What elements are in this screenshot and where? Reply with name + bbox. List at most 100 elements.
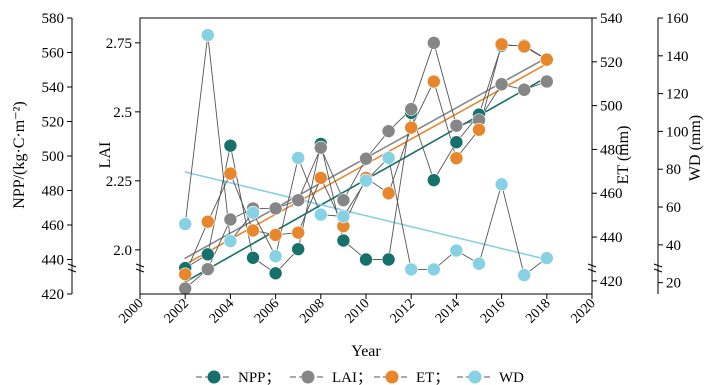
- et-tick-label: 440: [600, 230, 623, 246]
- wd-tick-label: 60: [666, 200, 681, 216]
- et-tick-label: 500: [600, 99, 623, 115]
- et-point: [178, 267, 192, 282]
- et-point: [494, 37, 509, 52]
- wd-axis-break: [653, 268, 663, 273]
- lai-point: [539, 74, 554, 89]
- lai-point: [449, 118, 464, 133]
- wd-tick-label: 140: [666, 49, 689, 65]
- legend-wd-marker: [468, 370, 482, 384]
- lai-tick-label: 2.5: [113, 105, 132, 121]
- npp-point: [426, 173, 441, 187]
- wd-point: [246, 205, 260, 220]
- legend-et-marker: [385, 370, 399, 384]
- wd-point: [178, 217, 192, 231]
- lai-axis-break: [135, 263, 145, 268]
- wd-point: [268, 249, 283, 263]
- et-tick-label: 420: [600, 274, 623, 290]
- wd-point: [449, 243, 464, 258]
- lai-point: [426, 36, 441, 50]
- x-axis-title: Year: [351, 343, 381, 360]
- npp-axis-title: NPP/(kg·C·m⁻²): [11, 101, 28, 208]
- et-tick-label: 540: [600, 11, 623, 27]
- legend-et-label: ET；: [416, 370, 449, 385]
- npp-point: [291, 242, 306, 256]
- et-point: [426, 74, 441, 89]
- et-tick-label: 520: [600, 55, 623, 71]
- lai-tick-label: 2.0: [113, 243, 132, 259]
- et-point: [472, 122, 486, 137]
- et-point: [449, 151, 464, 165]
- lai-point: [291, 193, 306, 207]
- npp-tick-label: 560: [42, 46, 65, 62]
- npp-point: [268, 266, 283, 281]
- npp-axis-break: [67, 263, 77, 268]
- wd-point: [539, 251, 554, 265]
- et-axis-break: [587, 263, 597, 268]
- npp-tick-label: 500: [42, 149, 65, 165]
- et-point: [404, 120, 419, 135]
- wd-tick-label: 120: [666, 87, 689, 103]
- wd-axis-break: [653, 263, 663, 268]
- wd-point: [494, 177, 509, 192]
- lai-tick-label: 2.75: [106, 36, 132, 52]
- lai-point: [201, 262, 215, 276]
- lai-point: [494, 77, 509, 92]
- legend: NPP； LAI； ET； WD: [196, 370, 524, 385]
- npp-axis-break: [67, 268, 77, 273]
- wd-tick-label: 20: [666, 276, 681, 292]
- wd-point: [336, 209, 351, 224]
- wd-tick-label: 80: [666, 162, 681, 178]
- et-axis-title: ET (mm): [615, 126, 632, 185]
- wd-point: [404, 262, 419, 277]
- lai-point: [268, 201, 283, 216]
- lai-axis-title: LAI: [97, 142, 114, 169]
- et-point: [291, 225, 306, 240]
- npp-point: [359, 252, 373, 267]
- lai-point: [223, 212, 238, 227]
- lai-point: [404, 102, 419, 116]
- et-axis-break: [587, 268, 597, 273]
- et-point: [223, 166, 238, 181]
- lai-point: [178, 281, 192, 296]
- npp-point: [449, 135, 464, 149]
- wd-point: [313, 207, 328, 222]
- npp-tick-label: 460: [42, 218, 65, 234]
- wd-point: [201, 28, 215, 42]
- wd-point: [426, 262, 441, 277]
- npp-tick-label: 580: [42, 11, 65, 27]
- lai-axis-break: [135, 268, 145, 273]
- npp-point: [201, 247, 215, 262]
- lai-point: [517, 82, 532, 97]
- legend-lai-marker: [301, 370, 315, 384]
- et-point: [201, 214, 215, 229]
- npp-tick-label: 420: [42, 287, 65, 303]
- npp-point: [336, 233, 351, 248]
- et-point: [539, 52, 554, 67]
- npp-tick-label: 480: [42, 184, 65, 200]
- wd-tick-label: 100: [666, 124, 689, 140]
- npp-point: [381, 252, 396, 267]
- legend-lai-label: LAI；: [332, 370, 372, 385]
- et-point: [313, 171, 328, 185]
- npp-tick-label: 520: [42, 115, 65, 131]
- wd-point: [223, 234, 238, 248]
- wd-point: [381, 151, 396, 165]
- wd-tick-label: 160: [666, 11, 689, 27]
- wd-axis-title: WD (mm): [687, 115, 704, 181]
- npp-point: [246, 250, 260, 265]
- legend-npp-marker: [207, 370, 221, 384]
- lai-point: [336, 193, 351, 207]
- npp-point: [223, 138, 238, 153]
- series-layer: [178, 28, 554, 296]
- lai-point: [381, 124, 396, 138]
- wd-point: [359, 173, 373, 188]
- legend-npp-label: NPP；: [238, 370, 281, 385]
- wd-point: [291, 151, 306, 165]
- et-point: [246, 223, 260, 238]
- legend-wd-label: WD: [499, 370, 524, 385]
- wd-tick-label: 40: [666, 238, 681, 254]
- wd-point: [517, 268, 532, 282]
- et-point: [268, 228, 283, 242]
- et-tick-label: 460: [600, 186, 623, 202]
